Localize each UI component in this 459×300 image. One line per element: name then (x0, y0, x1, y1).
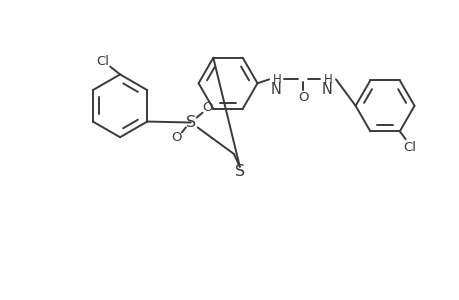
Text: Cl: Cl (402, 140, 415, 154)
Text: N: N (321, 82, 332, 97)
Text: Cl: Cl (95, 55, 109, 68)
Text: S: S (234, 164, 244, 179)
Text: S: S (185, 115, 196, 130)
Text: O: O (170, 131, 181, 144)
Text: O: O (298, 92, 308, 104)
Text: H: H (323, 73, 332, 86)
Text: H: H (272, 73, 281, 86)
Text: N: N (270, 82, 281, 97)
Text: O: O (202, 101, 212, 114)
